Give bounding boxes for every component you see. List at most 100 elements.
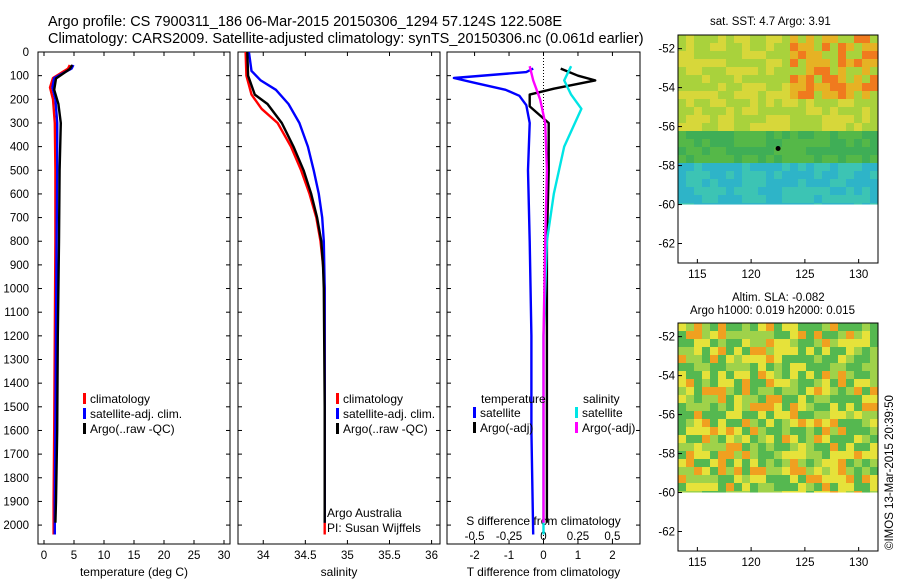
map-cell <box>822 403 830 411</box>
map-cell <box>774 451 782 459</box>
map-cell <box>726 435 734 443</box>
map-cell <box>702 163 710 171</box>
map-cell <box>742 107 750 115</box>
map-cell <box>758 139 766 147</box>
map-cell <box>718 403 726 411</box>
map-cell <box>774 331 782 339</box>
map-cell <box>750 163 758 171</box>
map-cell <box>798 171 806 179</box>
x-tick-label: 0 <box>41 550 47 562</box>
map-cell <box>710 99 718 107</box>
map-cell <box>702 491 710 493</box>
map-cell <box>718 203 726 205</box>
map-cell <box>830 75 838 83</box>
map-cell <box>678 435 686 443</box>
annotation-text: Argo Australia <box>327 506 402 520</box>
map-cell <box>758 451 766 459</box>
map-cell <box>766 203 774 205</box>
map-cell <box>790 195 798 203</box>
legend-swatch <box>473 422 476 433</box>
map-cell <box>798 139 806 147</box>
map-cell <box>838 331 846 339</box>
map-cell <box>846 91 854 99</box>
map-cell <box>750 59 758 67</box>
map-cell <box>814 147 822 155</box>
map-cell <box>838 371 846 379</box>
map-cell <box>782 355 790 363</box>
map-cell <box>678 35 686 43</box>
depth-tick-label: 0 <box>23 47 29 59</box>
map-cell <box>838 155 846 163</box>
map-cell <box>694 171 702 179</box>
map-cell <box>766 99 774 107</box>
map-cell <box>870 483 878 491</box>
map-cell <box>750 123 758 131</box>
map-cell <box>718 139 726 147</box>
map-cell <box>806 379 814 387</box>
map-cell <box>718 387 726 395</box>
map-cell <box>750 459 758 467</box>
map-cell <box>846 403 854 411</box>
map-cell <box>766 387 774 395</box>
map-cell <box>846 43 854 51</box>
map-cell <box>870 419 878 427</box>
map-cell <box>774 155 782 163</box>
map-cell <box>766 51 774 59</box>
map-cell <box>862 363 870 371</box>
map-cell <box>758 51 766 59</box>
sla-map-title: Altim. SLA: -0.082 <box>732 292 825 304</box>
map-cell <box>870 331 878 339</box>
map-cell <box>774 363 782 371</box>
map-cell <box>750 323 758 331</box>
map-cell <box>710 483 718 491</box>
map-cell <box>742 355 750 363</box>
map-cell <box>758 339 766 347</box>
map-cell <box>790 443 798 451</box>
map-cell <box>702 43 710 51</box>
map-cell <box>758 75 766 83</box>
series-line-satellite <box>247 51 326 523</box>
map-cell <box>702 323 710 331</box>
map-cell <box>758 179 766 187</box>
map-cell <box>846 331 854 339</box>
map-cell <box>838 91 846 99</box>
map-cell <box>718 467 726 475</box>
map-cell <box>710 371 718 379</box>
map-cell <box>782 379 790 387</box>
map-cell <box>678 387 686 395</box>
map-cell <box>734 75 742 83</box>
map-cell <box>686 355 694 363</box>
series-line-argo <box>53 64 74 523</box>
map-cell <box>798 403 806 411</box>
map-cell <box>766 35 774 43</box>
map-cell <box>758 115 766 123</box>
map-cell <box>758 419 766 427</box>
map-cell <box>742 483 750 491</box>
map-cell <box>686 387 694 395</box>
map-cell <box>694 123 702 131</box>
map-cell <box>758 411 766 419</box>
map-cell <box>798 323 806 331</box>
map-cell <box>870 435 878 443</box>
map-cell <box>806 179 814 187</box>
map-cell <box>782 483 790 491</box>
map-y-tick-label: -54 <box>658 371 675 383</box>
map-cell <box>782 35 790 43</box>
map-x-tick-label: 130 <box>849 269 868 281</box>
map-cell <box>862 371 870 379</box>
map-cell <box>750 347 758 355</box>
plot-frame <box>237 51 441 545</box>
map-cell <box>710 435 718 443</box>
map-cell <box>750 179 758 187</box>
map-cell <box>798 147 806 155</box>
map-cell <box>854 115 862 123</box>
map-cell <box>734 67 742 75</box>
map-cell <box>686 35 694 43</box>
map-cell <box>870 403 878 411</box>
map-cell <box>822 451 830 459</box>
legend-swatch <box>575 422 578 433</box>
map-cell <box>838 395 846 403</box>
map-cell <box>710 203 718 205</box>
map-cell <box>838 115 846 123</box>
